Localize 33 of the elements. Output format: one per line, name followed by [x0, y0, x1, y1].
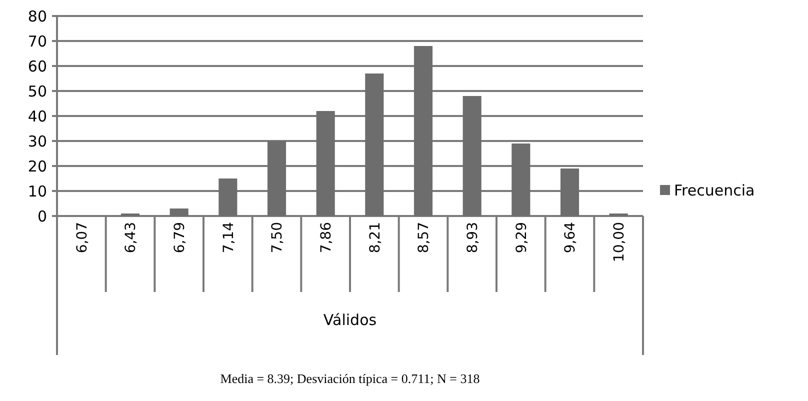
- bar: [414, 46, 433, 216]
- y-tick-label: 20: [28, 157, 47, 176]
- bar: [365, 74, 384, 216]
- y-tick-label: 80: [28, 7, 47, 26]
- x-tick-label: 6,43: [123, 222, 140, 254]
- bar: [218, 178, 238, 216]
- y-tick-label: 40: [28, 107, 47, 126]
- y-tick-label: 60: [28, 57, 47, 76]
- text: Media = 8.39; Desviación típica = 0.711; N = 318: [220, 371, 480, 386]
- x-tick-label: 8,57: [416, 222, 432, 254]
- x-tick-label: 7,50: [270, 222, 286, 254]
- bar: [512, 144, 530, 216]
- x-tick-label: 9,29: [514, 222, 530, 254]
- y-tick-label: 50: [28, 82, 47, 100]
- x-tick-label: 9,64: [562, 222, 579, 254]
- x-tick-label: 6,07: [74, 222, 90, 254]
- x-tick-label: 7,86: [318, 222, 334, 254]
- y-tick-label: 70: [28, 32, 47, 50]
- bar: [462, 96, 482, 216]
- bar: [170, 208, 188, 216]
- x-tick-label: 8,93: [464, 222, 481, 254]
- y-tick-label: 30: [28, 132, 47, 150]
- bar: [316, 111, 335, 216]
- bar: [267, 141, 286, 216]
- legend-label: Frecuencia: [674, 181, 755, 200]
- y-tick-label: 0: [37, 207, 47, 226]
- x-axis-title: Válidos: [323, 311, 377, 329]
- x-tick-label: 8,21: [367, 222, 384, 254]
- x-tick-label: 7,14: [220, 222, 237, 254]
- y-tick-label: 10: [28, 182, 47, 200]
- x-tick-label: 6,79: [172, 222, 188, 254]
- bar: [560, 168, 580, 216]
- x-tick-label: 10,00: [611, 222, 628, 262]
